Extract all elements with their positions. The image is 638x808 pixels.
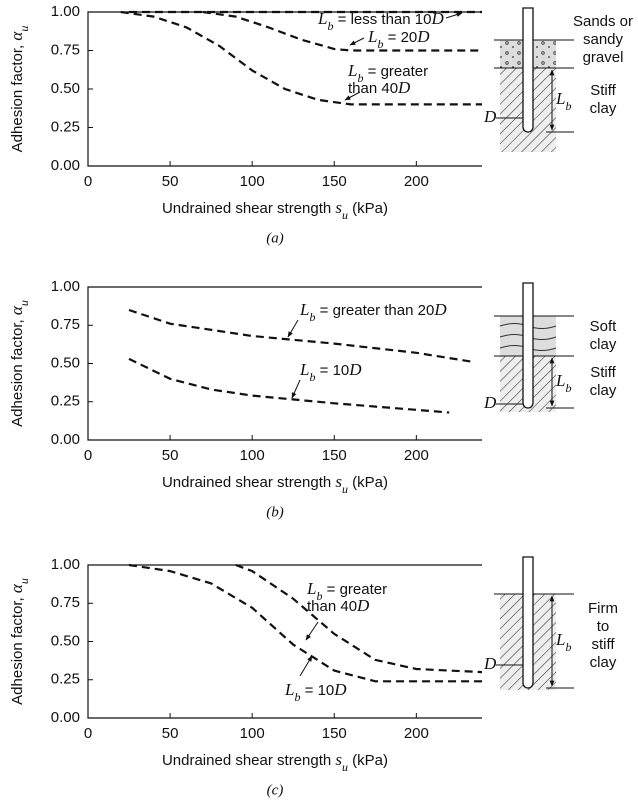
- y-axis-label: Adhesion factor, αu: [7, 578, 31, 705]
- data-line: [202, 10, 482, 52]
- y-tick-label: 1.00: [51, 278, 80, 295]
- y-tick-label: 0.25: [51, 118, 80, 135]
- y-tick-label: 0.00: [51, 709, 80, 726]
- diameter-label: D: [483, 654, 497, 673]
- y-tick-label: 0.75: [51, 316, 80, 333]
- caption: (a): [266, 230, 284, 246]
- y-tick-label: 0.25: [51, 671, 80, 688]
- x-tick-label: 100: [240, 447, 265, 464]
- y-tick-label: 1.00: [51, 3, 80, 20]
- data-line: [128, 563, 482, 683]
- x-tick-label: 150: [322, 725, 347, 742]
- caption: (c): [267, 782, 284, 798]
- x-tick-label: 150: [322, 447, 347, 464]
- embedment-label: Lb: [555, 89, 571, 113]
- soil-label: clay: [590, 100, 617, 117]
- data-line: [128, 308, 474, 364]
- soil-label: clay: [590, 654, 617, 671]
- soil-label: sandy: [583, 31, 624, 48]
- soil-label: to: [597, 618, 610, 635]
- label-arrow: [344, 91, 361, 101]
- soil-label: Firm: [588, 600, 618, 617]
- label-arrow: [287, 319, 299, 338]
- y-tick-label: 0.50: [51, 80, 80, 97]
- x-tick-label: 50: [162, 447, 179, 464]
- soil-label: Soft: [590, 318, 618, 335]
- data-line: [128, 357, 450, 414]
- x-tick-label: 50: [162, 173, 179, 190]
- x-tick-label: 150: [322, 173, 347, 190]
- x-tick-label: 200: [404, 447, 429, 464]
- y-axis-label: Adhesion factor, αu: [7, 26, 31, 153]
- y-tick-label: 0.25: [51, 393, 80, 410]
- soil-label: stiff: [591, 636, 615, 653]
- soil-label: Stiff: [590, 82, 616, 99]
- soil-label: clay: [590, 336, 617, 353]
- embedment-label: Lb: [555, 371, 571, 395]
- pile: [522, 556, 534, 689]
- soil-label: clay: [590, 382, 617, 399]
- label-arrow: [305, 621, 319, 641]
- panel: 0.00 0.25 0.50 0.75 1.00 0 50 100 150 200 Undraine…: [7, 278, 617, 520]
- panel: 0.00 0.25 0.50 0.75 1.00 0 50 100 150 200 Undraine…: [7, 3, 633, 246]
- diameter-label: D: [483, 393, 497, 412]
- y-tick-label: 1.00: [51, 556, 80, 573]
- series-label: Lb = greater than 40D: [347, 61, 432, 97]
- soil-label: gravel: [583, 49, 624, 66]
- y-tick-label: 0.75: [51, 41, 80, 58]
- pile: [522, 7, 534, 133]
- x-axis-label: Undrained shear strength su (kPa): [162, 198, 388, 222]
- label-arrow: [445, 12, 463, 19]
- data-line: [235, 563, 483, 674]
- y-tick-label: 0.00: [51, 157, 80, 174]
- data-line: [120, 10, 482, 106]
- series-label: Lb = less than 10D: [317, 9, 444, 33]
- x-tick-label: 200: [404, 173, 429, 190]
- x-tick-label: 100: [240, 725, 265, 742]
- series-label: Lb = 20D: [367, 27, 430, 51]
- embedment-label: Lb: [555, 630, 571, 654]
- x-axis-label: Undrained shear strength su (kPa): [162, 750, 388, 774]
- x-tick-label: 0: [84, 447, 92, 464]
- x-tick-label: 50: [162, 725, 179, 742]
- label-arrow: [299, 655, 313, 677]
- pile: [522, 282, 534, 409]
- caption: (b): [266, 504, 284, 520]
- x-tick-label: 100: [240, 173, 265, 190]
- label-arrow: [349, 37, 365, 46]
- y-axis-label: Adhesion factor, αu: [7, 300, 31, 427]
- x-tick-label: 0: [84, 725, 92, 742]
- x-axis-label: Undrained shear strength su (kPa): [162, 472, 388, 496]
- x-tick-label: 200: [404, 725, 429, 742]
- series-label: Lb = greater than 20D: [299, 300, 447, 324]
- y-tick-label: 0.75: [51, 594, 80, 611]
- soil-label: Sands or: [573, 13, 633, 30]
- series-label: Lb = greater than 40D: [306, 579, 391, 615]
- y-tick-label: 0.00: [51, 431, 80, 448]
- panel: 0.00 0.25 0.50 0.75 1.00 0 50 100 150 200 Undraine…: [7, 556, 618, 798]
- label-arrow: [291, 379, 301, 399]
- series-label: Lb = 10D: [284, 680, 347, 704]
- y-tick-label: 0.50: [51, 354, 80, 371]
- x-tick-label: 0: [84, 173, 92, 190]
- y-tick-label: 0.50: [51, 632, 80, 649]
- soil-label: Stiff: [590, 364, 616, 381]
- series-label: Lb = 10D: [299, 360, 362, 384]
- diameter-label: D: [483, 107, 497, 126]
